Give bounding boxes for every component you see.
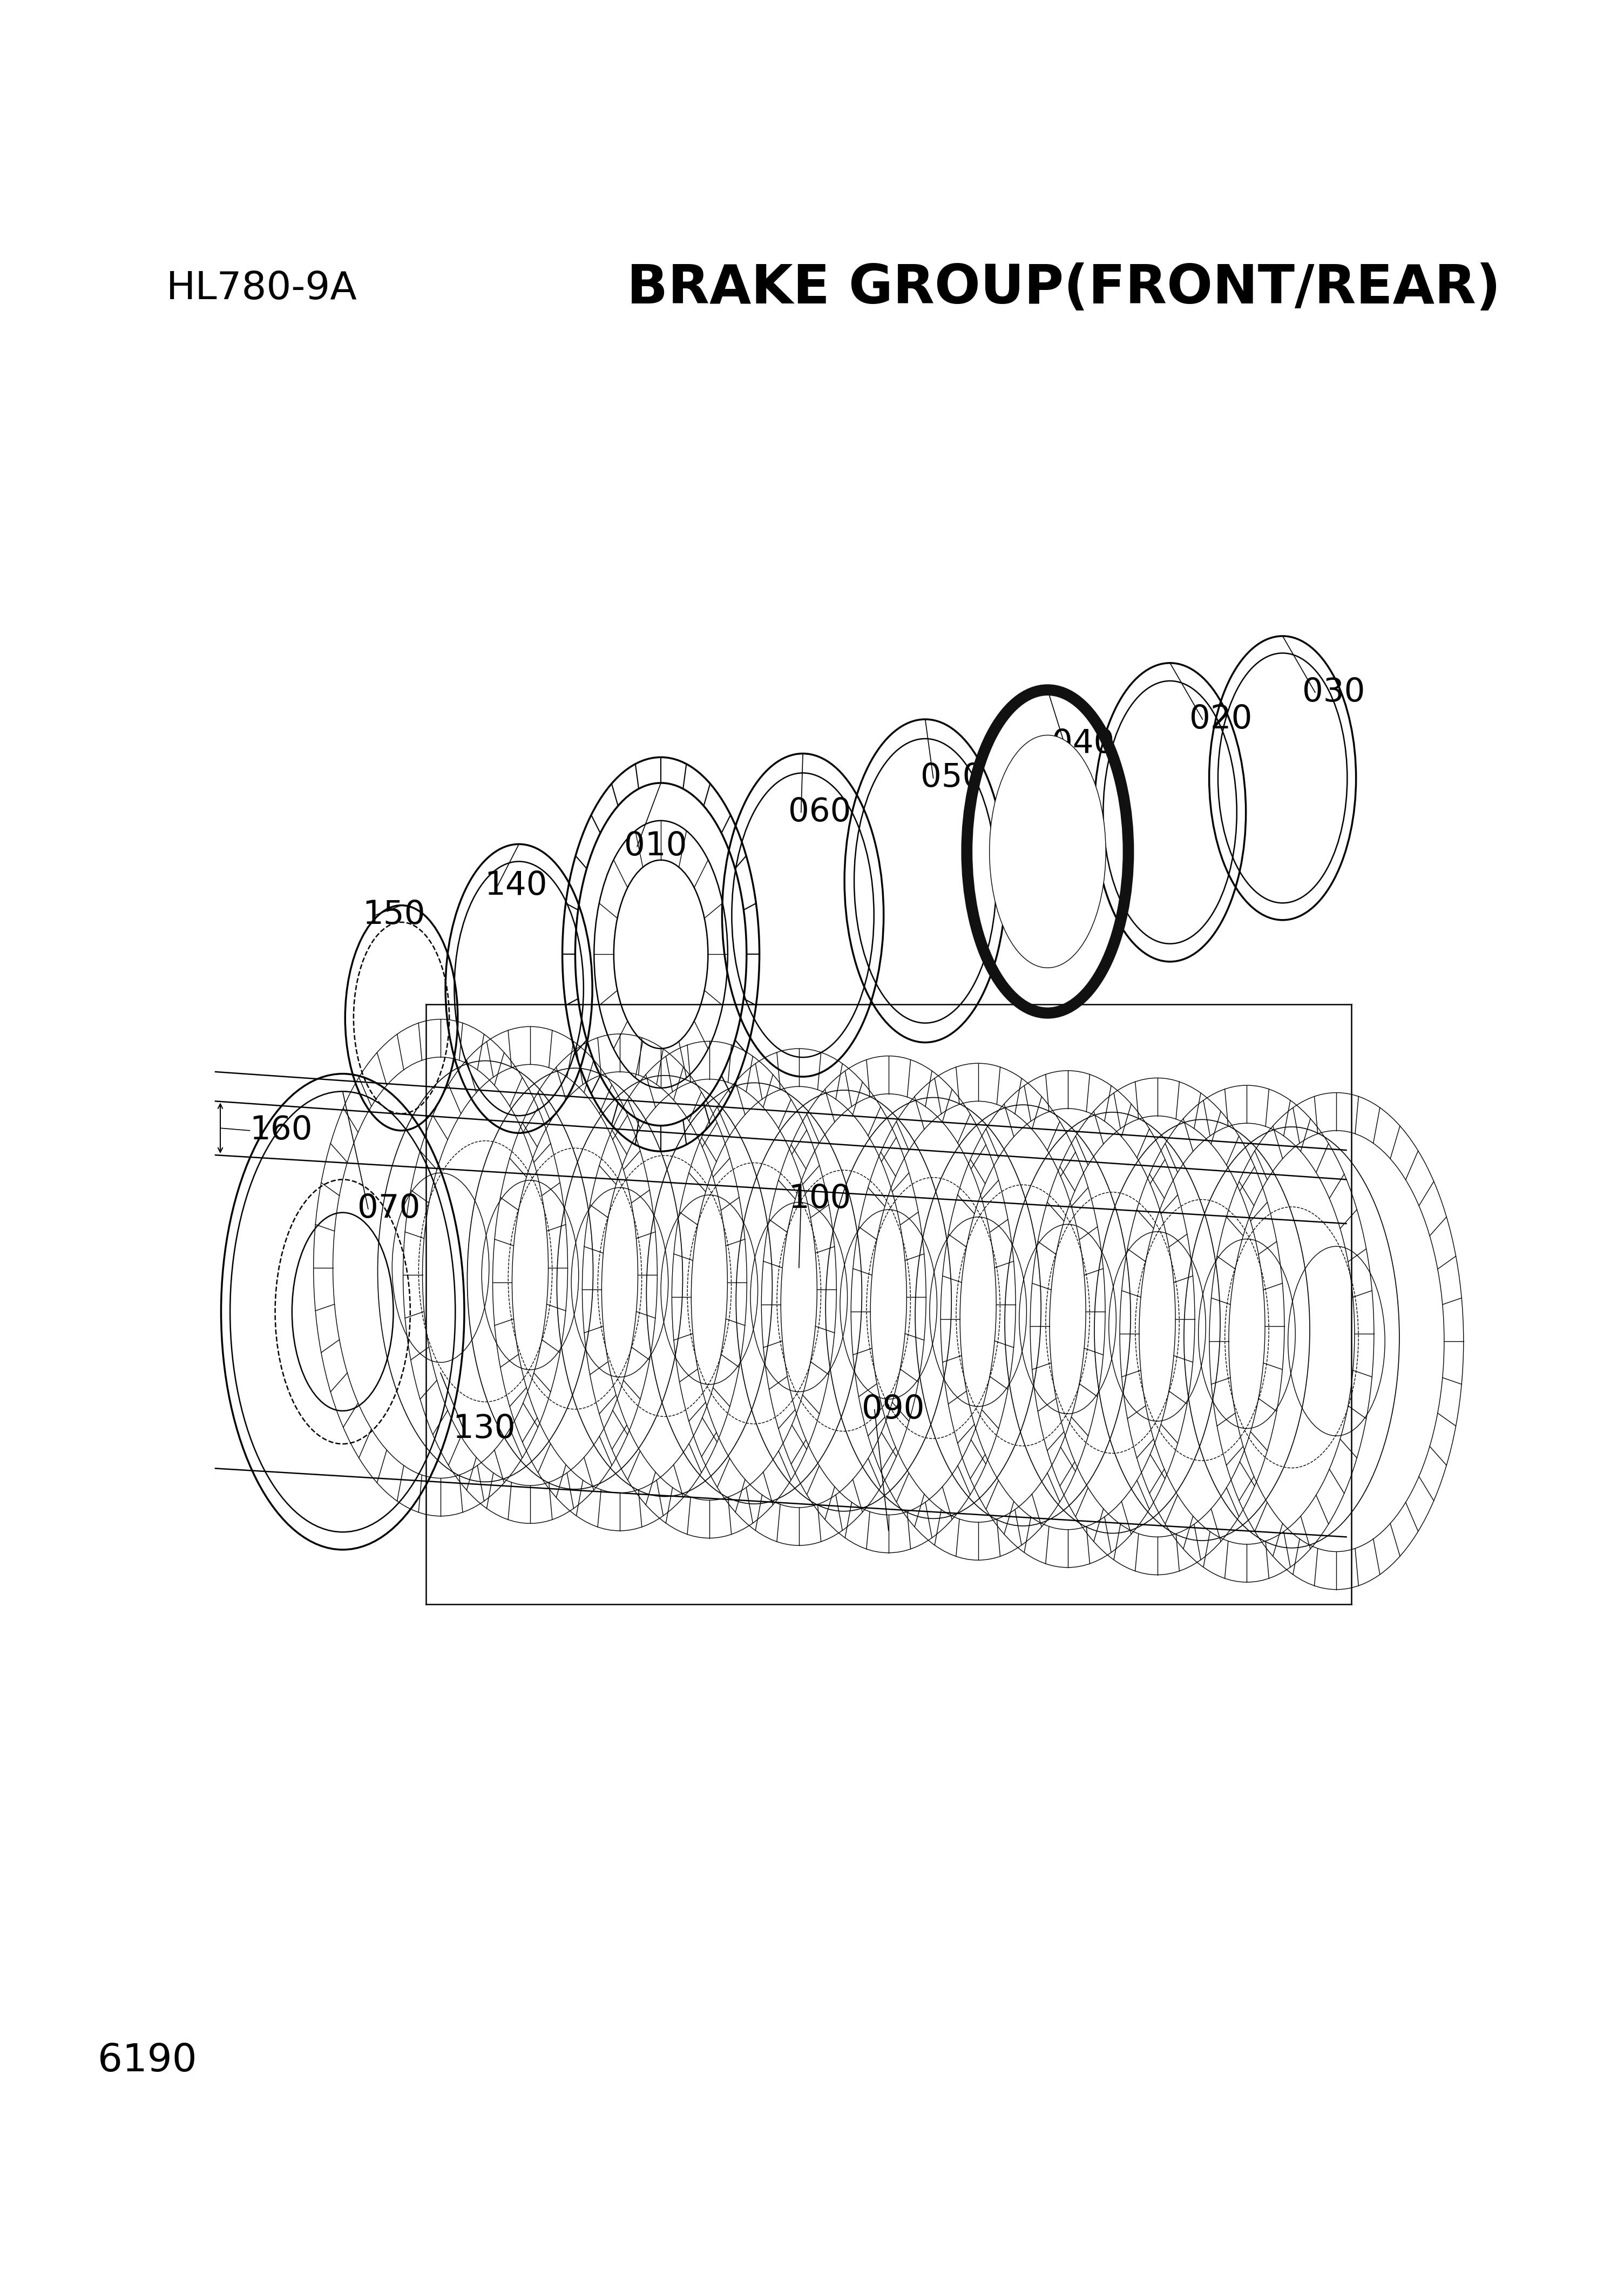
Text: 150: 150 bbox=[362, 900, 425, 932]
Text: 050: 050 bbox=[921, 763, 983, 795]
Text: 100: 100 bbox=[788, 1184, 851, 1216]
Text: 040: 040 bbox=[1051, 728, 1114, 760]
Text: BRAKE GROUP(FRONT/REAR): BRAKE GROUP(FRONT/REAR) bbox=[627, 263, 1501, 314]
Text: 070: 070 bbox=[357, 1193, 421, 1225]
Text: 030: 030 bbox=[1302, 676, 1366, 708]
Text: 130: 130 bbox=[453, 1413, 516, 1445]
Text: 060: 060 bbox=[788, 797, 851, 829]
Text: 090: 090 bbox=[862, 1395, 924, 1427]
Ellipse shape bbox=[989, 735, 1106, 969]
Text: 140: 140 bbox=[484, 870, 547, 902]
Text: 010: 010 bbox=[624, 831, 687, 863]
Text: 020: 020 bbox=[1190, 703, 1252, 735]
Text: 6190: 6190 bbox=[97, 2043, 197, 2079]
Text: 160: 160 bbox=[250, 1115, 312, 1147]
Text: HL780-9A: HL780-9A bbox=[166, 270, 357, 307]
